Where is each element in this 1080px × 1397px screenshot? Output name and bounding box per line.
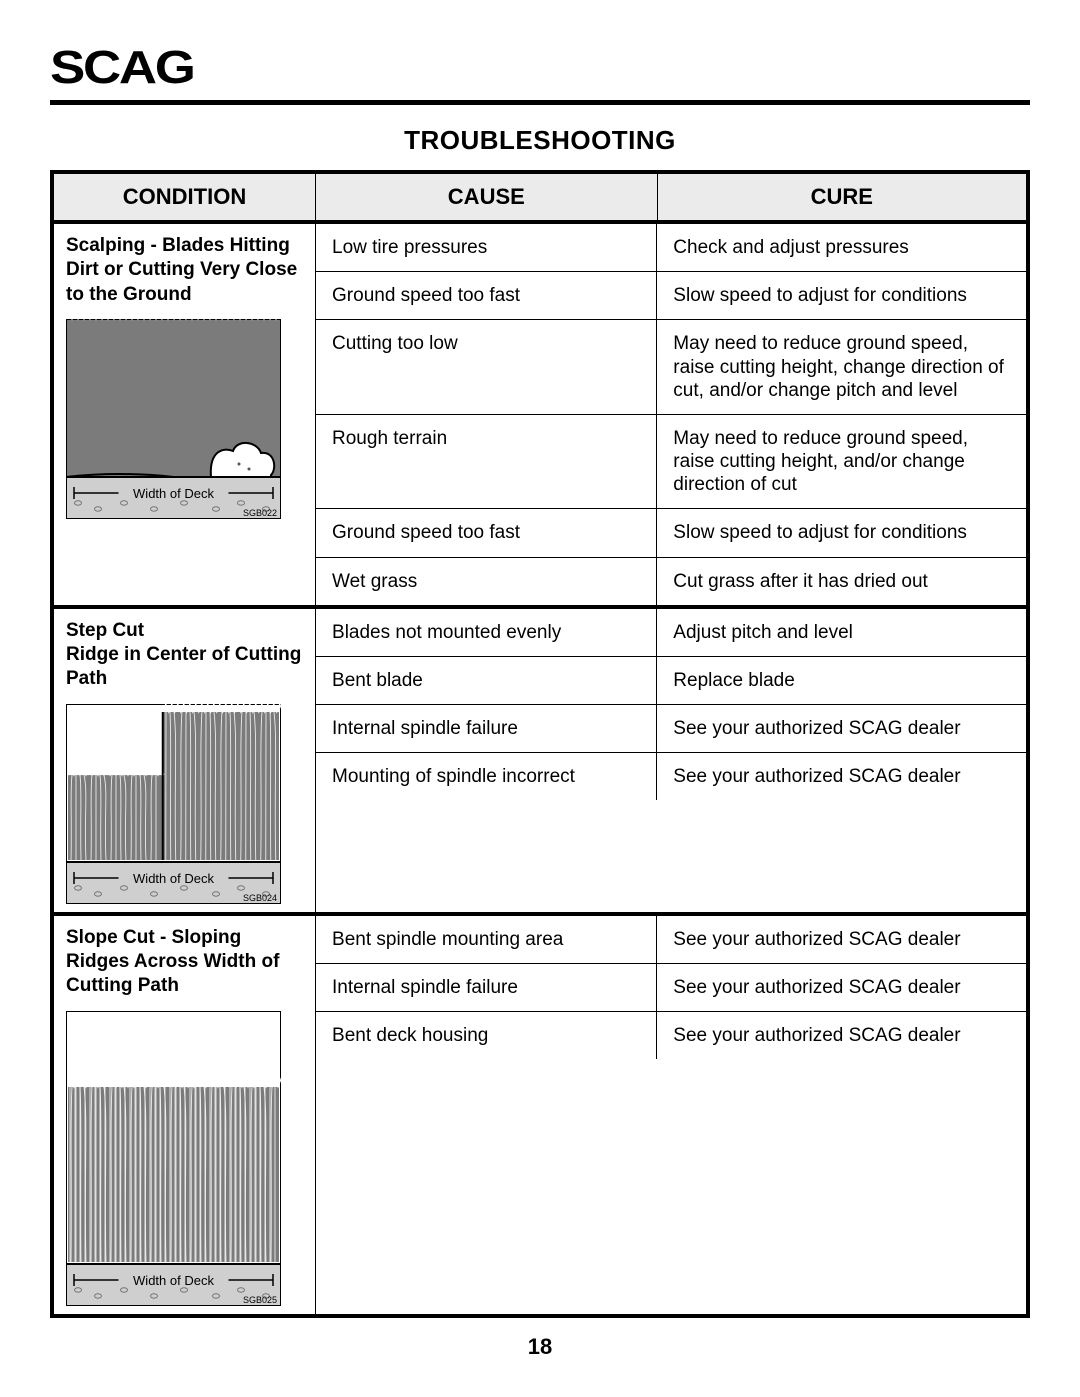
cure-text: Slow speed to adjust for conditions — [657, 272, 1026, 320]
cure-text: See your authorized SCAG dealer — [657, 916, 1026, 964]
cure-text: See your authorized SCAG dealer — [657, 705, 1026, 753]
cause-text: Rough terrain — [316, 414, 657, 509]
col-cause: CAUSE — [316, 172, 658, 222]
cause-text: Mounting of spindle incorrect — [316, 753, 657, 801]
cure-text: See your authorized SCAG dealer — [657, 963, 1026, 1011]
condition-title: Slope Cut - Sloping Ridges Across Width … — [66, 926, 303, 999]
cause-text: Wet grass — [316, 557, 657, 605]
svg-text:SGB022: SGB022 — [243, 508, 277, 518]
svg-text:SGB025: SGB025 — [243, 1295, 277, 1305]
cause-text: Ground speed too fast — [316, 509, 657, 557]
condition-cell: Step CutRidge in Center of Cutting Path W… — [52, 607, 316, 914]
cause-cure-cell: Low tire pressuresCheck and adjust press… — [316, 222, 1028, 607]
svg-text:Width of Deck: Width of Deck — [133, 1273, 214, 1288]
svg-text:SGB024: SGB024 — [243, 893, 277, 903]
condition-title: Step CutRidge in Center of Cutting Path — [66, 619, 303, 692]
troubleshooting-table: CONDITION CAUSE CURE Scalping - Blades H… — [50, 170, 1030, 1318]
cure-text: May need to reduce ground speed, raise c… — [657, 414, 1026, 509]
cure-text: See your authorized SCAG dealer — [657, 1012, 1026, 1060]
cause-text: Blades not mounted evenly — [316, 609, 657, 657]
page-number: 18 — [50, 1334, 1030, 1360]
cause-text: Internal spindle failure — [316, 963, 657, 1011]
cure-text: Slow speed to adjust for conditions — [657, 509, 1026, 557]
cause-text: Cutting too low — [316, 320, 657, 415]
cause-cure-cell: Blades not mounted evenlyAdjust pitch an… — [316, 607, 1028, 914]
col-cure: CURE — [657, 172, 1028, 222]
cause-text: Ground speed too fast — [316, 272, 657, 320]
cure-text: See your authorized SCAG dealer — [657, 753, 1026, 801]
svg-text:Width of Deck: Width of Deck — [133, 486, 214, 501]
diagram-svg: Width of Deck SGB025 — [66, 1011, 281, 1306]
condition-cell: Scalping - Blades Hitting Dirt or Cuttin… — [52, 222, 316, 607]
condition-diagram: Width of Deck SGB025 — [66, 1011, 281, 1306]
condition-cell: Slope Cut - Sloping Ridges Across Width … — [52, 914, 316, 1316]
condition-title: Scalping - Blades Hitting Dirt or Cuttin… — [66, 234, 303, 307]
diagram-svg: Width of Deck SGB022 — [66, 319, 281, 519]
cause-text: Bent spindle mounting area — [316, 916, 657, 964]
cure-text: Replace blade — [657, 656, 1026, 704]
condition-diagram: Width of Deck SGB022 — [66, 319, 281, 519]
svg-text:Width of Deck: Width of Deck — [133, 871, 214, 886]
cause-text: Low tire pressures — [316, 224, 657, 272]
brand-logo: SCAG — [50, 40, 194, 94]
diagram-svg: Width of Deck SGB024 — [66, 704, 281, 904]
cure-text: Adjust pitch and level — [657, 609, 1026, 657]
cause-text: Internal spindle failure — [316, 705, 657, 753]
col-condition: CONDITION — [52, 172, 316, 222]
cure-text: May need to reduce ground speed, raise c… — [657, 320, 1026, 415]
cure-text: Cut grass after it has dried out — [657, 557, 1026, 605]
cure-text: Check and adjust pressures — [657, 224, 1026, 272]
page-title: TROUBLESHOOTING — [50, 125, 1030, 156]
cause-text: Bent blade — [316, 656, 657, 704]
cause-text: Bent deck housing — [316, 1012, 657, 1060]
header-rule — [50, 100, 1030, 105]
cause-cure-cell: Bent spindle mounting areaSee your autho… — [316, 914, 1028, 1316]
condition-diagram: Width of Deck SGB024 — [66, 704, 281, 904]
